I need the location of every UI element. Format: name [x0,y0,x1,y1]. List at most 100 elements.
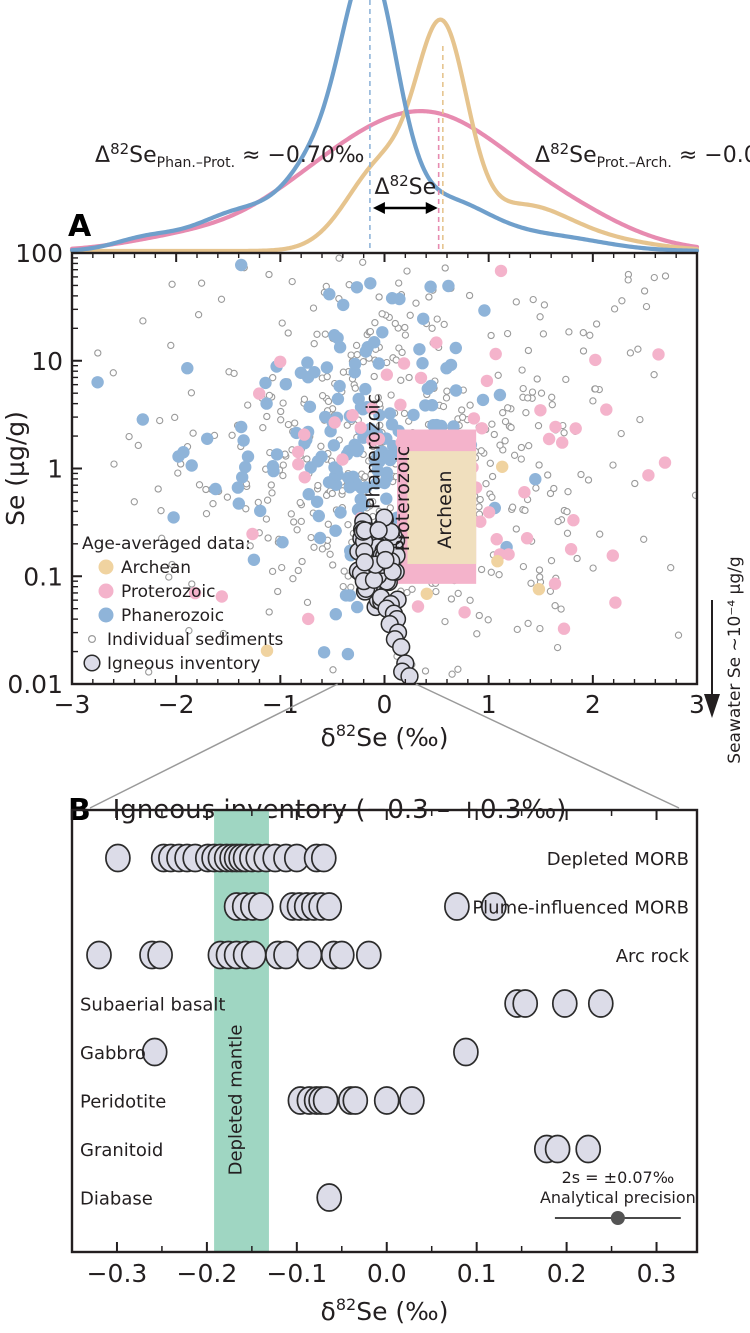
sediment-point [557,605,565,613]
igneous-sample-point [544,1134,571,1164]
proterozoic-point [302,612,315,626]
sediment-point [482,480,490,488]
sediment-point [536,573,544,581]
precision-marker [610,1211,625,1225]
kde-annotations: Δ82SePhan.–Prot. ≈ −0.70‰ Δ82SeProt.–Arch… [95,140,750,171]
phanerozoic-point [294,366,308,379]
sediment-point [537,389,546,397]
phanerozoic-point [279,378,292,391]
phanerozoic-point [267,464,280,478]
proterozoic-point [549,420,562,434]
sediment-point [525,442,533,450]
sediment-point [375,293,383,301]
sediment-point [454,665,462,673]
annotation-phan-prot: Δ82SePhan.–Prot. ≈ −0.70‰ [95,140,364,171]
proterozoic-point [475,422,489,435]
proterozoic-point [557,622,571,635]
sediment-point [475,611,483,620]
proterozoic-point [642,469,655,482]
sediment-point [291,419,299,427]
phanerozoic-point [136,413,149,426]
sediment-point [617,429,625,438]
sediment-point [562,375,570,384]
igneous-sample-point [575,1134,602,1164]
sediment-point [369,497,377,506]
phanerozoic-point [239,460,252,474]
sediment-point [287,510,295,518]
sediment-point [145,668,153,676]
sediment-point [626,349,635,357]
sediment-point [366,327,375,336]
sediment-point [279,471,287,480]
phanerozoic-point [444,358,458,372]
igneous-sample-point [310,843,337,873]
igneous-sample-point [587,989,614,1018]
sediment-point [158,534,166,542]
proterozoic-point [569,422,582,435]
sediment-point [294,566,302,575]
sediment-point [269,374,277,382]
sediment-point [475,503,483,511]
phanerozoic-point [442,279,455,293]
legend-marker-phanerozoic [98,607,114,623]
connector-left [89,683,338,809]
sediment-point [194,311,203,319]
sediment-point [400,409,409,418]
sediment-point [564,488,572,496]
sediment-point [454,589,462,598]
proterozoic-point [542,432,556,446]
sediment-point [277,416,285,424]
igneous-sample-point [316,1183,343,1212]
phanerozoic-point [382,449,395,463]
phanerozoic-point [237,434,250,447]
precision-caption: Analytical precision [540,1188,696,1207]
sediment-point [130,498,138,506]
phanerozoic-point [449,384,463,397]
proterozoic-point [411,600,425,613]
igneous-inventory-point [376,550,395,570]
sediment-point [340,567,348,575]
phanerozoic-point [342,471,355,484]
phanerozoic-point [417,312,430,325]
igneous-sample-point [312,1086,339,1115]
igneous-sample-point [355,940,382,970]
sediment-point [519,384,527,393]
sediment-point [284,329,292,337]
sediment-point [609,461,617,469]
x-tick-label: 1 [481,690,497,719]
panel-a-plot-area [91,254,697,684]
phanerozoic-point [329,608,342,621]
sediment-point [441,617,449,626]
sediment-point [490,430,498,439]
phanerozoic-point [364,277,377,290]
phanerozoic-point [331,392,345,406]
proterozoic-point [274,355,287,368]
panel-a-x-axis: −3 −2 −1 0 1 2 3 [54,253,705,719]
archean-point [496,460,509,473]
sediment-point [533,375,541,383]
sediment-point [94,349,102,357]
proterozoic-point [502,548,515,561]
proterozoic-point [652,348,665,361]
phanerozoic-point [181,362,194,375]
x-tick-label: 2 [585,690,601,719]
sediment-point [503,329,512,338]
sediment-point [476,495,484,504]
sediment-point [326,550,334,558]
phanerozoic-point [209,482,222,496]
proterozoic-point [606,549,619,562]
analytical-precision: 2s = ±0.07‰Analytical precision [540,1168,696,1225]
igneous-sample-point [444,892,470,921]
proterozoic-point [556,436,569,449]
sediment-point [298,557,306,566]
connector-right [415,683,680,809]
phanerozoic-point [425,399,439,412]
sediment-point [313,330,321,338]
igneous-sample-point [141,1037,168,1067]
igneous-sample-point [399,1086,425,1115]
box-label-proterozoic: Proterozoic [392,446,414,552]
phanerozoic-point [359,345,372,358]
phanerozoic-point [364,422,377,436]
phanerozoic-point [416,357,429,370]
sediment-point [353,351,361,359]
